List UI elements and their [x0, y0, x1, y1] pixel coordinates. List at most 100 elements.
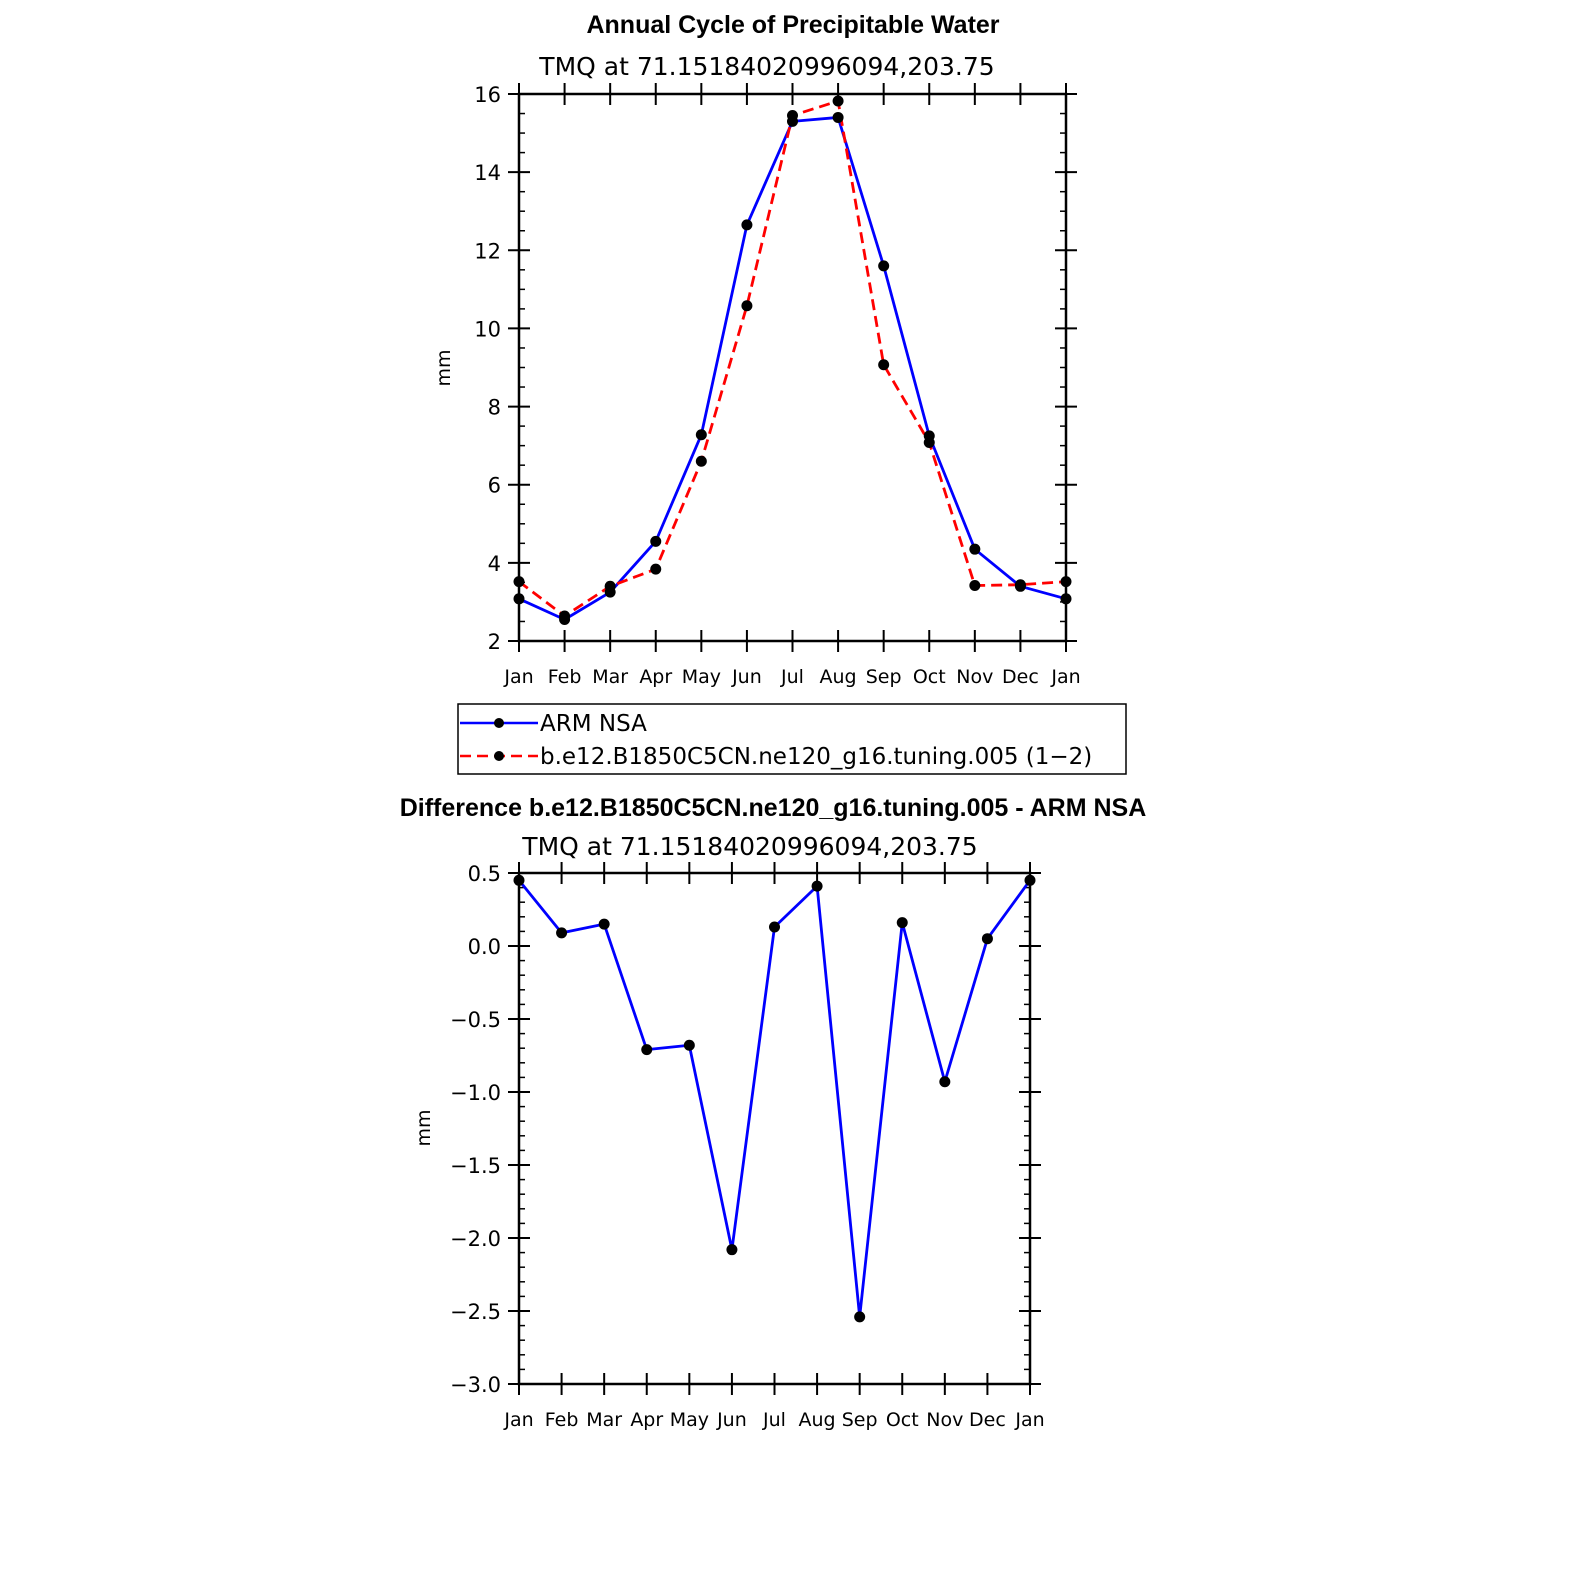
panel2-series-0-point [854, 1311, 866, 1323]
panel2-xtick-label: Nov [926, 1409, 963, 1431]
panel1-series-1-point [787, 109, 798, 121]
panel2-xtick-label: Dec [969, 1409, 1006, 1431]
panel2-ytick-label: −2.5 [450, 1300, 501, 1324]
legend-label-arm-nsa: ARM NSA [540, 711, 647, 737]
panel2-series-0-point [981, 933, 993, 945]
panel2-ytick-label: 0.0 [468, 935, 501, 959]
legend: ARM NSA b.e12.B1850C5CN.ne120_g16.tuning… [457, 703, 1127, 775]
panel1-series-1-point [604, 580, 616, 592]
panel2-series-0-point [939, 1076, 951, 1088]
panel1-series-1-point [513, 576, 525, 588]
panel1-subtitle: TMQ at 71.15184020996094,203.75 [538, 52, 994, 81]
panel1-series-0-point [1060, 593, 1072, 605]
panel1-series-1-point [969, 580, 981, 592]
panel1-title: Annual Cycle of Precipitable Water [586, 11, 999, 39]
panel1-series-line-0 [518, 116, 1067, 621]
panel1-ytick-label: 10 [474, 317, 501, 341]
panel1-ytick-label: 4 [488, 552, 501, 576]
panel2-series-0-point [811, 880, 823, 892]
panel1-series-0-point [969, 543, 981, 555]
panel1-series-1-point [650, 563, 662, 575]
panel2-series-0-point [641, 1044, 653, 1056]
panel2-ytick-label: −1.0 [450, 1081, 501, 1105]
panel1-xtick-label: Jul [780, 666, 804, 688]
panel2-xtick-label: Jan [1014, 1409, 1044, 1431]
panel1-ytick-label: 2 [488, 630, 501, 654]
panel2-series [513, 874, 1036, 1323]
panel2-series-0-point [598, 918, 610, 930]
panel1-xtick-label: Jan [503, 666, 533, 688]
panel1-series-0-point [741, 219, 753, 231]
panel1-xtick-label: Jan [1050, 666, 1080, 688]
panel2-ytick-label: −3.0 [450, 1373, 501, 1397]
panel2-xtick-label: Jun [716, 1409, 747, 1431]
legend-label-model: b.e12.B1850C5CN.ne120_g16.tuning.005 (1−… [540, 744, 1092, 770]
panel2-plot-frame [517, 871, 1032, 1386]
panel1-series-0-point [878, 260, 890, 272]
panel2-xtick-label: Jul [762, 1409, 786, 1431]
panel1-series-1-point [878, 359, 890, 371]
panel2-ylabel: mm [413, 1109, 435, 1146]
panel1-series-0-point [832, 111, 844, 123]
panel1-ytick-label: 16 [474, 83, 501, 107]
panel1-xtick-label: Dec [1002, 666, 1039, 688]
panel1-series [513, 95, 1072, 626]
panel1-plot-frame [517, 92, 1068, 643]
panel2-series-0-point [1024, 874, 1036, 886]
panel1-series-1-point [559, 610, 571, 622]
panel1-series-1-point [1060, 576, 1072, 588]
panel2-xtick-label: May [670, 1409, 709, 1431]
panel1-ylabel: mm [433, 349, 455, 386]
legend-marker-arm-nsa [494, 718, 504, 728]
panel1-ytick-label: 14 [474, 161, 501, 185]
panel2-xtick-label: Jan [503, 1409, 533, 1431]
panel1-ytick-label: 12 [474, 239, 501, 263]
panel2-title: Difference b.e12.B1850C5CN.ne120_g16.tun… [400, 794, 1147, 822]
panel1-series-1-point [695, 455, 707, 467]
panel1-series-1-point [1014, 579, 1026, 591]
panel2-series-0-point [513, 874, 525, 886]
panel1-series-1-point [923, 437, 935, 449]
panel1-series-0-point [695, 429, 707, 441]
panel1-xtick-label: Feb [548, 666, 582, 688]
panel2-series-line-0 [517, 879, 1032, 1319]
panel1-xtick-label: Apr [639, 666, 672, 688]
panel2-ytick-label: −1.5 [450, 1154, 501, 1178]
panel1-series-1-point [741, 300, 753, 312]
panel1-xtick-label: Nov [956, 666, 993, 688]
annual-cycle-panel: Annual Cycle of Precipitable Water TMQ a… [433, 11, 1127, 775]
panel2-ytick-label: −2.0 [450, 1227, 501, 1251]
panel1-series-line-1 [518, 99, 1067, 618]
panel2-xtick-label: Mar [586, 1409, 622, 1431]
legend-box [457, 703, 1127, 775]
panel2-series-0-point [769, 921, 780, 933]
panel2-xtick-label: Oct [886, 1409, 919, 1431]
panel1-series-0-point [513, 593, 525, 605]
panel2-ytick-label: 0.5 [468, 862, 501, 886]
panel2-xtick-label: Apr [630, 1409, 663, 1431]
difference-panel: Difference b.e12.B1850C5CN.ne120_g16.tun… [400, 794, 1147, 1431]
panel1-series-0-point [650, 535, 662, 547]
panel2-ytick-label: −0.5 [450, 1008, 501, 1032]
panel2-series-0-point [896, 917, 908, 929]
panel2-series-0-point [683, 1039, 695, 1051]
panel1-ytick-label: 6 [488, 474, 501, 498]
panel2-subtitle: TMQ at 71.15184020996094,203.75 [521, 832, 977, 861]
panel2-series-0-point [726, 1244, 738, 1256]
panel2-series-0-point [556, 927, 568, 939]
panel1-ytick-label: 8 [488, 396, 501, 420]
legend-marker-model [494, 751, 504, 761]
panel1-xtick-label: May [682, 666, 721, 688]
panel1-xtick-label: Sep [866, 666, 902, 688]
panel1-axes: 2 4 6 8 10 12 14 16 Jan Feb Mar Apr May Jun Jul Aug Sep O… [474, 83, 1081, 688]
panel1-xtick-label: Jun [731, 666, 762, 688]
panel2-xtick-label: Sep [842, 1409, 878, 1431]
panel1-series-1-point [832, 95, 844, 107]
panel2-xtick-label: Aug [799, 1409, 836, 1431]
panel2-xtick-label: Feb [545, 1409, 579, 1431]
panel1-xtick-label: Aug [820, 666, 857, 688]
panel1-xtick-label: Oct [913, 666, 946, 688]
panel1-xtick-label: Mar [592, 666, 628, 688]
